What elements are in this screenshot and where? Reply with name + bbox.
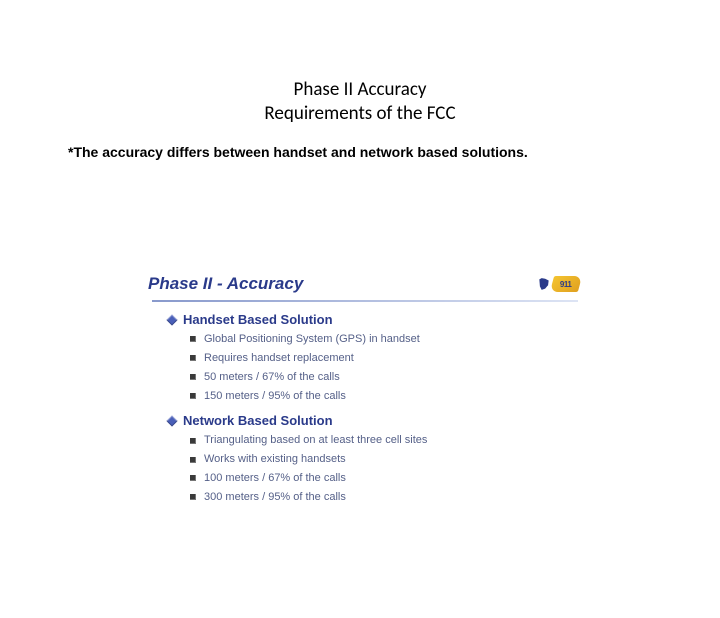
page-note: *The accuracy differs between handset an… bbox=[68, 144, 720, 160]
item-text: Requires handset replacement bbox=[204, 351, 354, 366]
page-title: Phase II Accuracy Requirements of the FC… bbox=[0, 78, 720, 126]
list-item: 50 meters / 67% of the calls bbox=[190, 370, 590, 385]
diamond-bullet-icon bbox=[166, 314, 177, 325]
item-text: 50 meters / 67% of the calls bbox=[204, 370, 340, 385]
item-text: Global Positioning System (GPS) in hands… bbox=[204, 332, 420, 347]
list-item: Triangulating based on at least three ce… bbox=[190, 433, 590, 448]
list-item: Global Positioning System (GPS) in hands… bbox=[190, 332, 590, 347]
square-bullet-icon bbox=[190, 393, 196, 399]
section-title: Network Based Solution bbox=[183, 413, 333, 428]
square-bullet-icon bbox=[190, 457, 196, 463]
list-item: Works with existing handsets bbox=[190, 452, 590, 467]
section-title: Handset Based Solution bbox=[183, 312, 333, 327]
slide-title: Phase II - Accuracy bbox=[148, 274, 303, 294]
square-bullet-icon bbox=[190, 494, 196, 500]
square-bullet-icon bbox=[190, 355, 196, 361]
square-bullet-icon bbox=[190, 438, 196, 444]
slide-divider bbox=[152, 300, 578, 302]
item-text: 300 meters / 95% of the calls bbox=[204, 490, 346, 505]
logo-text: 911 bbox=[560, 280, 571, 289]
section-head: Handset Based Solution bbox=[168, 312, 590, 327]
slide-content: Handset Based Solution Global Positionin… bbox=[130, 310, 590, 505]
item-text: 100 meters / 67% of the calls bbox=[204, 471, 346, 486]
item-text: Triangulating based on at least three ce… bbox=[204, 433, 427, 448]
item-text: Works with existing handsets bbox=[204, 452, 346, 467]
section-items: Triangulating based on at least three ce… bbox=[168, 433, 590, 504]
section-head: Network Based Solution bbox=[168, 413, 590, 428]
logo-badge: 911 bbox=[550, 276, 582, 292]
slide-header: Phase II - Accuracy 911 bbox=[130, 268, 590, 296]
section-network: Network Based Solution Triangulating bas… bbox=[168, 413, 590, 504]
list-item: 100 meters / 67% of the calls bbox=[190, 471, 590, 486]
list-item: Requires handset replacement bbox=[190, 351, 590, 366]
logo: 911 bbox=[538, 276, 580, 292]
square-bullet-icon bbox=[190, 475, 196, 481]
list-item: 300 meters / 95% of the calls bbox=[190, 490, 590, 505]
virginia-shape-icon bbox=[538, 277, 550, 291]
item-text: 150 meters / 95% of the calls bbox=[204, 389, 346, 404]
section-items: Global Positioning System (GPS) in hands… bbox=[168, 332, 590, 403]
embedded-slide: Phase II - Accuracy 911 Handset Based So… bbox=[130, 268, 590, 558]
square-bullet-icon bbox=[190, 336, 196, 342]
list-item: 150 meters / 95% of the calls bbox=[190, 389, 590, 404]
diamond-bullet-icon bbox=[166, 415, 177, 426]
page-title-line2: Requirements of the FCC bbox=[0, 102, 720, 126]
page-title-line1: Phase II Accuracy bbox=[0, 78, 720, 102]
section-handset: Handset Based Solution Global Positionin… bbox=[168, 312, 590, 403]
square-bullet-icon bbox=[190, 374, 196, 380]
